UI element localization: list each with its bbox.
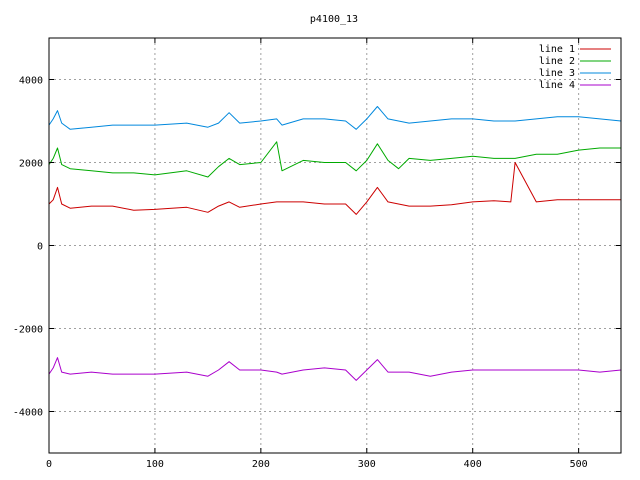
y-tick-label: -2000	[13, 325, 43, 336]
series-line-3	[48, 106, 622, 130]
x-tick-label: 400	[464, 459, 482, 470]
axis-ticks: 0 100 200 300 400 500 -4000 -2000 0 2000 4000	[13, 38, 621, 470]
y-tick-label: 4000	[19, 76, 43, 87]
x-tick-label: 0	[46, 459, 52, 470]
chart-title: p4100_13	[310, 14, 358, 25]
x-tick-label: 100	[146, 459, 164, 470]
y-tick-label: 2000	[19, 159, 43, 170]
series-line-2	[48, 141, 621, 178]
x-tick-label: 200	[252, 459, 270, 470]
x-tick-label: 500	[570, 459, 588, 470]
legend-label: line 3	[539, 68, 575, 79]
legend-label: line 4	[539, 80, 575, 91]
legend-label: line 1	[539, 44, 575, 55]
legend-label: line 2	[539, 56, 575, 67]
grid	[49, 38, 621, 453]
series-group	[48, 106, 622, 381]
y-tick-label: 0	[37, 242, 43, 253]
x-tick-label: 300	[358, 459, 376, 470]
y-tick-label: -4000	[13, 408, 43, 419]
series-line-4	[48, 357, 622, 381]
series-line-1	[48, 162, 621, 215]
